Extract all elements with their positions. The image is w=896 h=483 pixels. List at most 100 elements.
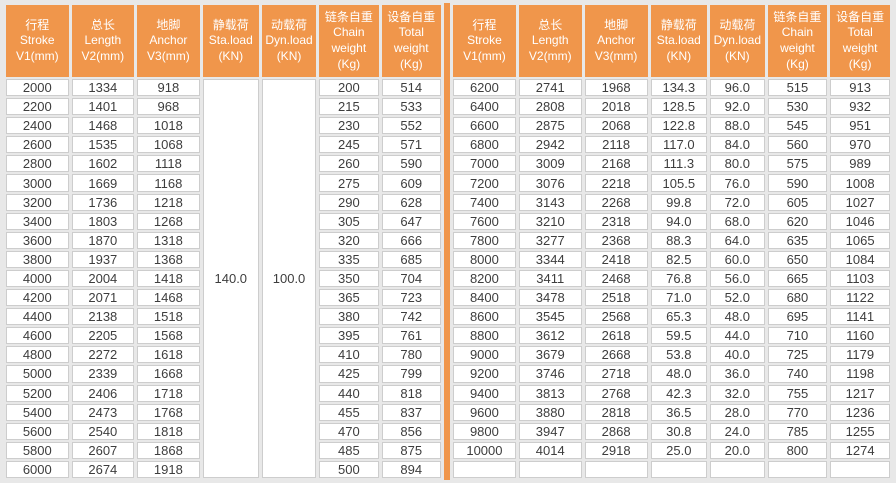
table-cell: 4800 bbox=[6, 346, 69, 364]
table-cell: 4000 bbox=[6, 269, 69, 288]
table-cell: 761 bbox=[381, 327, 441, 345]
column-header: 行程 Stroke V1(mm) bbox=[6, 5, 69, 77]
table-row: 4200 2071 1468 365 723 bbox=[6, 289, 441, 307]
table-cell: 6200 bbox=[453, 79, 516, 97]
table-row: 9400 3813 2768 42.3 32.0 755 1217 bbox=[453, 384, 890, 402]
table-cell: 5400 bbox=[6, 403, 69, 421]
table-cell: 80.0 bbox=[710, 155, 765, 173]
table-cell: 410 bbox=[319, 346, 379, 364]
table-row: 7800 3277 2368 88.3 64.0 635 1065 bbox=[453, 231, 890, 249]
table-cell: 770 bbox=[767, 403, 828, 421]
table-cell: 2818 bbox=[584, 403, 648, 421]
table-cell: 3612 bbox=[518, 327, 582, 345]
table-cell: 2368 bbox=[584, 231, 648, 249]
table-cell: 3600 bbox=[6, 231, 69, 249]
table-row: 6000 2674 1918 500 894 bbox=[6, 460, 441, 478]
table-cell: 99.8 bbox=[650, 193, 708, 211]
table-cell: 2400 bbox=[6, 117, 69, 135]
column-header: 行程 Stroke V1(mm) bbox=[453, 5, 516, 77]
table-cell bbox=[710, 460, 765, 478]
table-cell: 92.0 bbox=[710, 98, 765, 116]
table-cell: 2268 bbox=[584, 193, 648, 211]
table-cell: 785 bbox=[767, 422, 828, 440]
table-cell: 60.0 bbox=[710, 250, 765, 268]
table-cell: 2618 bbox=[584, 327, 648, 345]
table-row: 4800 2272 1618 410 780 bbox=[6, 346, 441, 364]
table-row: 3000 1669 1168 275 609 bbox=[6, 174, 441, 192]
table-cell: 918 bbox=[137, 79, 200, 97]
table-cell: 1103 bbox=[830, 269, 890, 288]
table-cell: 40.0 bbox=[710, 346, 765, 364]
spec-table-left: 行程 Stroke V1(mm) 总长 Length V2(mm) 地脚 Anchor V3(m… bbox=[3, 3, 444, 480]
table-cell: 2768 bbox=[584, 384, 648, 402]
table-cell: 59.5 bbox=[650, 327, 708, 345]
table-row: 4400 2138 1518 380 742 bbox=[6, 308, 441, 326]
table-cell: 1668 bbox=[137, 365, 200, 383]
table-cell: 3344 bbox=[518, 250, 582, 268]
table-cell: 799 bbox=[381, 365, 441, 383]
table-cell: 590 bbox=[381, 155, 441, 173]
table-cell: 3400 bbox=[6, 212, 69, 230]
table-cell: 665 bbox=[767, 269, 828, 288]
table-cell: 1179 bbox=[830, 346, 890, 364]
table-cell: 24.0 bbox=[710, 422, 765, 440]
table-cell bbox=[453, 460, 516, 478]
table-cell: 9600 bbox=[453, 403, 516, 421]
table-cell: 650 bbox=[767, 250, 828, 268]
table-cell: 6800 bbox=[453, 136, 516, 154]
header-row: 行程 Stroke V1(mm) 总长 Length V2(mm) 地脚 Anchor V3(m… bbox=[453, 5, 890, 77]
table-cell: 3000 bbox=[6, 174, 69, 192]
table-cell: 2518 bbox=[584, 289, 648, 307]
table-cell: 105.5 bbox=[650, 174, 708, 192]
table-cell: 6600 bbox=[453, 117, 516, 135]
table-cell: 260 bbox=[319, 155, 379, 173]
table-cell: 5600 bbox=[6, 422, 69, 440]
table-row: 9800 3947 2868 30.8 24.0 785 1255 bbox=[453, 422, 890, 440]
table-cell: 2741 bbox=[518, 79, 582, 97]
table-cell: 1274 bbox=[830, 441, 890, 459]
table-cell: 1937 bbox=[71, 250, 135, 268]
table-cell: 48.0 bbox=[710, 308, 765, 326]
table-cell: 3200 bbox=[6, 193, 69, 211]
table-cell: 8200 bbox=[453, 269, 516, 288]
table-row: 7600 3210 2318 94.0 68.0 620 1046 bbox=[453, 212, 890, 230]
table-cell: 305 bbox=[319, 212, 379, 230]
table-cell: 1768 bbox=[137, 403, 200, 421]
table-cell: 3800 bbox=[6, 250, 69, 268]
table-cell: 3210 bbox=[518, 212, 582, 230]
table-cell: 4200 bbox=[6, 289, 69, 307]
table-cell: 2468 bbox=[584, 269, 648, 288]
table-cell: 395 bbox=[319, 327, 379, 345]
table-cell: 53.8 bbox=[650, 346, 708, 364]
table-row: 5800 2607 1868 485 875 bbox=[6, 441, 441, 459]
table-cell: 704 bbox=[381, 269, 441, 288]
table-row: 3800 1937 1368 335 685 bbox=[6, 250, 441, 268]
table-cell: 2473 bbox=[71, 403, 135, 421]
table-cell: 1368 bbox=[137, 250, 200, 268]
table-row: 5600 2540 1818 470 856 bbox=[6, 422, 441, 440]
table-row: 4600 2205 1568 395 761 bbox=[6, 327, 441, 345]
table-cell: 552 bbox=[381, 117, 441, 135]
table-cell: 647 bbox=[381, 212, 441, 230]
table-cell: 275 bbox=[319, 174, 379, 192]
table-cell: 8000 bbox=[453, 250, 516, 268]
table-cell: 1198 bbox=[830, 365, 890, 383]
table-cell: 1418 bbox=[137, 269, 200, 288]
table-row: 10000 4014 2918 25.0 20.0 800 1274 bbox=[453, 441, 890, 459]
table-cell: 725 bbox=[767, 346, 828, 364]
header-row: 行程 Stroke V1(mm) 总长 Length V2(mm) 地脚 Anchor V3(m… bbox=[6, 5, 441, 77]
table-cell: 7600 bbox=[453, 212, 516, 230]
table-cell: 913 bbox=[830, 79, 890, 97]
table-cell: 875 bbox=[381, 441, 441, 459]
table-cell: 2808 bbox=[518, 98, 582, 116]
table-cell: 800 bbox=[767, 441, 828, 459]
table-row: 3400 1803 1268 305 647 bbox=[6, 212, 441, 230]
table-cell: 52.0 bbox=[710, 289, 765, 307]
table-cell: 3143 bbox=[518, 193, 582, 211]
table-cell: 71.0 bbox=[650, 289, 708, 307]
column-header: 地脚 Anchor V3(mm) bbox=[137, 5, 200, 77]
table-cell: 2875 bbox=[518, 117, 582, 135]
table-cell: 740 bbox=[767, 365, 828, 383]
table-cell: 1803 bbox=[71, 212, 135, 230]
table-cell: 25.0 bbox=[650, 441, 708, 459]
